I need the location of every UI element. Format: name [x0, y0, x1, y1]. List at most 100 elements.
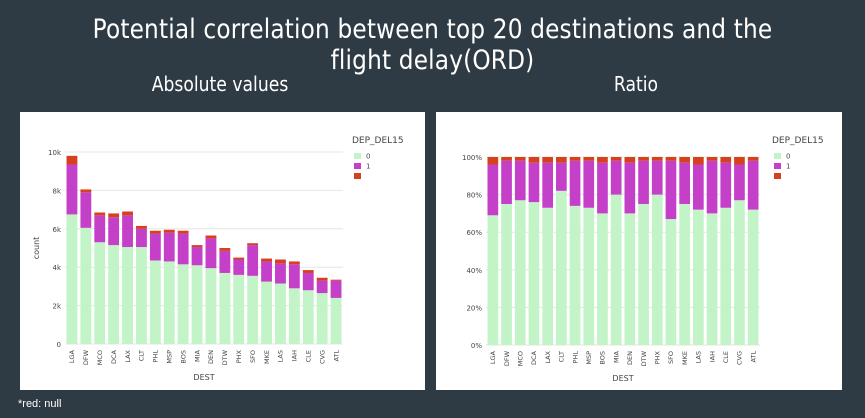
x-tick-label: DFW: [503, 350, 511, 366]
bar-mke-series-2: [261, 258, 272, 262]
legend-label-1: 1: [366, 163, 370, 171]
bar-msp-series-2: [583, 157, 595, 161]
bar-msp-series-0: [163, 261, 175, 344]
x-tick-label: SFO: [667, 351, 675, 364]
x-tick-label: MKE: [263, 350, 271, 364]
bar-phx-series-0: [651, 194, 663, 345]
legend-swatch-0: [354, 153, 361, 159]
bar-atl-series-2: [747, 157, 759, 161]
y-tick-label: 0: [57, 341, 61, 349]
bar-msp-series-2: [163, 229, 175, 233]
bar-mia-series-0: [191, 265, 203, 344]
bar-den-series-0: [205, 268, 217, 344]
bar-phl-series-1: [149, 233, 161, 261]
y-axis-label: count: [32, 237, 41, 260]
bar-dca-series-2: [528, 157, 540, 163]
bar-clt-series-0: [136, 247, 147, 344]
bar-las-series-1: [693, 164, 704, 210]
bar-lax-series-2: [122, 211, 133, 216]
legend-title: DEP_DEL15: [352, 136, 404, 146]
bar-iah-series-0: [288, 288, 300, 344]
x-tick-label: PHL: [152, 350, 160, 363]
bar-iah-series-2: [288, 261, 300, 265]
bar-mia-series-2: [610, 157, 622, 161]
bar-mke-series-2: [679, 157, 690, 163]
bar-den-series-0: [624, 213, 636, 345]
y-tick-label: 0%: [471, 342, 482, 350]
bar-den-series-1: [624, 162, 636, 214]
bar-den-series-2: [624, 157, 636, 163]
bar-lax-series-0: [542, 207, 553, 345]
bar-den-series-1: [205, 238, 217, 269]
x-tick-label: MIA: [193, 349, 201, 362]
bar-bos-series-1: [177, 233, 189, 265]
y-tick-label: 40%: [466, 267, 482, 275]
x-tick-label: CLT: [558, 351, 566, 362]
x-tick-label: MIA: [612, 350, 620, 363]
legend-label-0: 0: [786, 153, 790, 161]
bar-dfw-series-2: [501, 157, 512, 161]
y-tick-label: 6k: [52, 226, 61, 234]
x-tick-label: BOS: [179, 350, 187, 364]
x-tick-label: LAS: [277, 350, 285, 362]
bar-lga-series-0: [66, 214, 78, 344]
x-tick-label: LAS: [695, 351, 703, 363]
ratio-chart: 0% 20% 40% 60% 80% 100% LGA DFW MCO DCA LAX CLT PHL M…: [462, 136, 824, 383]
bar-msp-series-1: [163, 232, 175, 262]
bar-mco-series-0: [94, 242, 106, 344]
bar-cle-series-1: [302, 272, 314, 291]
x-tick-label: PHL: [571, 351, 579, 364]
bar-mke-series-0: [261, 281, 272, 344]
bar-cvg-series-2: [316, 277, 328, 281]
footnote: *red: null: [18, 398, 62, 410]
bar-mia-series-1: [191, 247, 203, 266]
y-tick-label: 4k: [52, 264, 61, 272]
bar-dtw-series-1: [638, 160, 649, 204]
x-tick-label: DTW: [221, 349, 229, 365]
x-tick-label: IAH: [708, 351, 716, 362]
x-tick-label: LGA: [489, 350, 497, 364]
bar-mia-series-0: [610, 194, 622, 345]
bar-las-series-0: [693, 209, 704, 345]
bar-phx-series-2: [651, 157, 663, 161]
bar-dfw-series-1: [501, 160, 512, 204]
x-tick-label: CLT: [138, 350, 146, 361]
bar-sfo-series-2: [247, 243, 259, 246]
bar-las-series-2: [693, 157, 704, 165]
x-tick-label: MKE: [681, 351, 689, 365]
left-subtitle: Absolute values: [151, 72, 289, 96]
bar-sfo-series-0: [247, 275, 259, 344]
bar-dca-series-1: [528, 162, 540, 203]
ratio-chart-panel: 0% 20% 40% 60% 80% 100% LGA DFW MCO DCA LAX CLT PHL M…: [436, 112, 842, 390]
bar-lax-series-1: [122, 215, 133, 248]
bar-dfw-series-0: [501, 204, 512, 345]
bar-iah-series-2: [706, 157, 718, 161]
bar-sfo-series-2: [665, 157, 677, 161]
x-tick-label: PHX: [235, 349, 243, 363]
legend-label-1: 1: [786, 163, 790, 171]
bar-clt-series-2: [136, 225, 147, 229]
bar-iah-series-0: [706, 213, 718, 345]
x-tick-label: BOS: [599, 351, 607, 365]
bar-atl-series-1: [747, 160, 759, 210]
bar-bos-series-0: [597, 213, 608, 345]
bar-dfw-series-0: [80, 227, 92, 344]
bar-atl-series-1: [330, 280, 342, 298]
bar-mia-series-2: [191, 245, 203, 248]
bar-sfo-series-1: [665, 160, 677, 220]
bar-den-series-2: [205, 235, 217, 239]
y-tick-label: 2k: [52, 303, 61, 311]
x-tick-label: DFW: [82, 349, 90, 365]
y-tick-label: 10k: [48, 149, 62, 157]
bar-mco-series-2: [94, 212, 106, 216]
bar-sfo-series-1: [247, 245, 259, 276]
bar-clt-series-0: [556, 190, 567, 345]
bar-phx-series-2: [233, 257, 245, 260]
bar-phl-series-1: [569, 160, 581, 206]
bar-dtw-series-1: [219, 250, 231, 273]
bar-dca-series-1: [108, 217, 120, 246]
bar-las-series-0: [275, 283, 286, 344]
bar-dtw-series-2: [219, 248, 231, 251]
x-tick-label: MSP: [585, 351, 593, 365]
bar-bos-series-0: [177, 264, 189, 344]
